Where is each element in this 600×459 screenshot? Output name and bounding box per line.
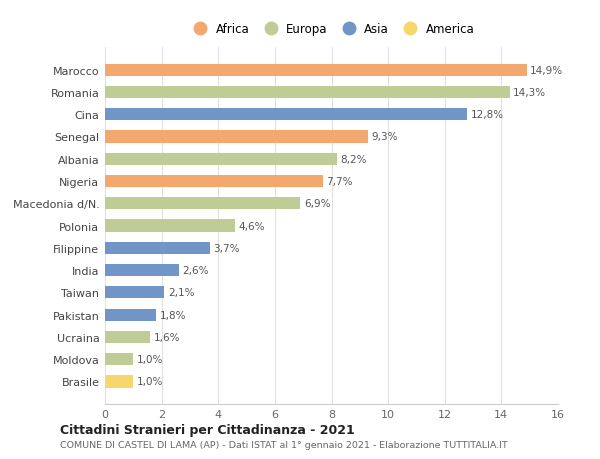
Text: 4,6%: 4,6% xyxy=(239,221,265,231)
Bar xyxy=(105,64,527,77)
Text: 14,3%: 14,3% xyxy=(513,88,547,98)
Text: 8,2%: 8,2% xyxy=(341,154,367,164)
Bar xyxy=(105,87,510,99)
Bar xyxy=(105,375,133,388)
Legend: Africa, Europa, Asia, America: Africa, Europa, Asia, America xyxy=(184,18,479,41)
Text: 2,1%: 2,1% xyxy=(168,288,194,298)
Text: 1,0%: 1,0% xyxy=(137,377,163,386)
Text: 9,3%: 9,3% xyxy=(372,132,398,142)
Bar xyxy=(105,264,179,277)
Text: 1,0%: 1,0% xyxy=(137,354,163,364)
Text: 14,9%: 14,9% xyxy=(530,66,563,75)
Bar xyxy=(105,175,323,188)
Text: 2,6%: 2,6% xyxy=(182,265,209,275)
Bar xyxy=(105,220,235,232)
Text: 6,9%: 6,9% xyxy=(304,199,330,209)
Text: 1,6%: 1,6% xyxy=(154,332,180,342)
Bar xyxy=(105,109,467,121)
Text: 7,7%: 7,7% xyxy=(326,177,353,187)
Text: COMUNE DI CASTEL DI LAMA (AP) - Dati ISTAT al 1° gennaio 2021 - Elaborazione TUT: COMUNE DI CASTEL DI LAMA (AP) - Dati IST… xyxy=(60,441,508,449)
Bar xyxy=(105,286,164,299)
Text: Cittadini Stranieri per Cittadinanza - 2021: Cittadini Stranieri per Cittadinanza - 2… xyxy=(60,423,355,436)
Text: 3,7%: 3,7% xyxy=(213,243,239,253)
Text: 1,8%: 1,8% xyxy=(160,310,186,320)
Bar xyxy=(105,353,133,365)
Bar xyxy=(105,131,368,143)
Text: 12,8%: 12,8% xyxy=(471,110,504,120)
Bar xyxy=(105,309,156,321)
Bar xyxy=(105,153,337,166)
Bar xyxy=(105,331,151,343)
Bar xyxy=(105,198,301,210)
Bar xyxy=(105,242,210,254)
